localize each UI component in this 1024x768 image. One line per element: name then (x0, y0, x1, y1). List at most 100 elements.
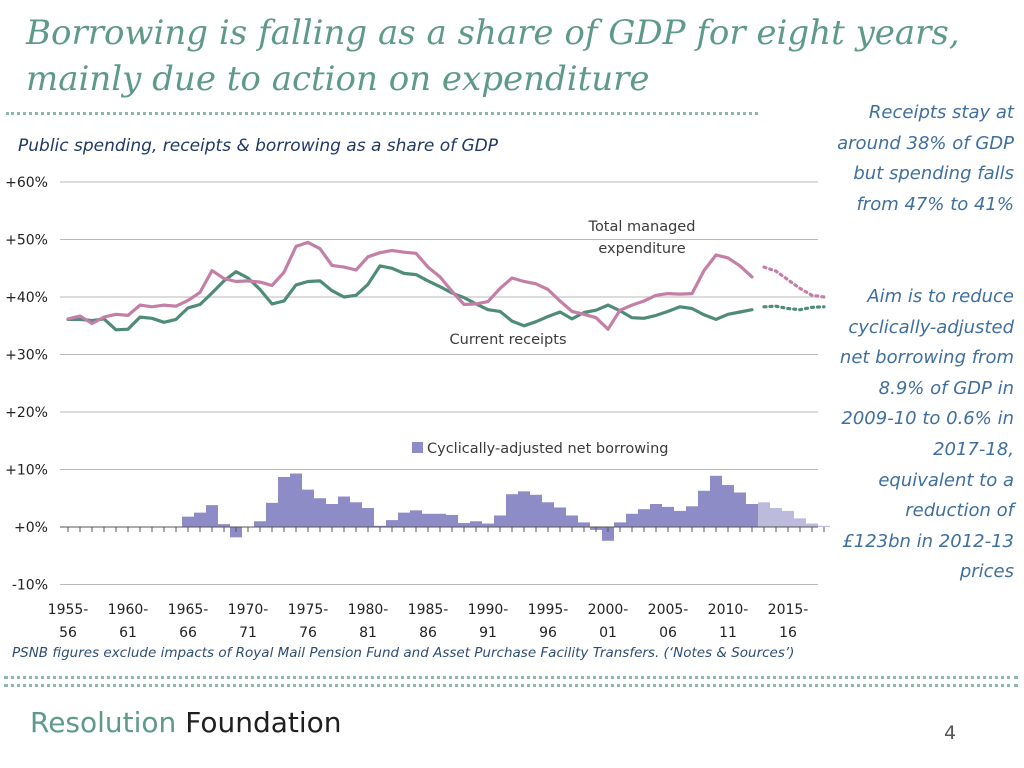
slide-title-line-2: mainly due to action on expenditure (26, 59, 650, 99)
x-tick-label-top: 1995- (528, 602, 569, 618)
receipts-label: Current receipts (450, 332, 567, 348)
borrowing-bar (602, 527, 614, 541)
x-tick-label-bottom: 16 (779, 625, 797, 641)
borrowing-bar (290, 473, 302, 527)
borrowing-bar (614, 522, 626, 527)
borrowing-bar (422, 513, 434, 527)
y-tick-label: +0% (14, 520, 48, 536)
slide-title: Borrowing is falling as a share of GDP f… (26, 10, 1006, 102)
borrowing-bar (434, 513, 446, 527)
receipts-projection-line (762, 304, 826, 312)
borrowing-bar (530, 494, 542, 527)
y-tick-label: -10% (12, 578, 48, 594)
borrowing-legend-swatch (412, 442, 423, 453)
borrowing-bar (650, 504, 662, 527)
x-tick-label-bottom: 76 (299, 625, 317, 641)
brand-name-part-2: Foundation (185, 706, 342, 739)
borrowing-bar (758, 502, 770, 527)
footer-divider-1 (4, 676, 1018, 679)
borrowing-bar (218, 524, 230, 527)
brand-name-part-1: Resolution (30, 706, 177, 739)
borrowing-bar (350, 502, 362, 527)
borrowing-bar (362, 508, 374, 527)
x-tick-label-top: 1970- (228, 602, 269, 618)
x-tick-label-bottom: 81 (359, 625, 377, 641)
x-tick-label-bottom: 66 (179, 625, 197, 641)
borrowing-bar (398, 512, 410, 527)
borrowing-bar (554, 507, 566, 527)
x-tick-label-top: 2000- (588, 602, 629, 618)
x-tick-label-top: 1975- (288, 602, 329, 618)
receipts-line (66, 264, 754, 332)
footer-divider-2 (4, 684, 1018, 687)
borrowing-bar (782, 510, 794, 527)
borrowing-bar (686, 506, 698, 527)
borrowing-bar (194, 512, 206, 527)
borrowing-bar (494, 515, 506, 527)
page-number: 4 (944, 722, 957, 744)
borrowing-bar (506, 494, 518, 527)
borrowing-bar (806, 523, 818, 527)
y-tick-label: +20% (5, 405, 48, 421)
x-tick-label-top: 1965- (168, 602, 209, 618)
x-tick-label-top: 1980- (348, 602, 389, 618)
borrowing-bar (770, 508, 782, 527)
borrowing-bar (482, 523, 494, 527)
borrowing-bar (566, 515, 578, 527)
x-tick-label-top: 1990- (468, 602, 509, 618)
borrowing-bars (182, 473, 830, 541)
borrowing-bar (458, 522, 470, 527)
x-tick-label-bottom: 61 (119, 625, 137, 641)
borrowing-bar (374, 525, 386, 527)
sidebar-note-borrowing: Aim is to reduce cyclically-adjusted net… (839, 286, 1014, 583)
y-tick-label: +30% (5, 348, 48, 364)
x-axis-labels: 1955- 56 1960- 61 1965- 66 1970- 71 1975- 76 1980-… (48, 602, 809, 641)
borrowing-bar (626, 513, 638, 527)
x-tick-label-bottom: 11 (719, 625, 737, 641)
borrowing-bar (326, 504, 338, 527)
x-tick-label-bottom: 96 (539, 625, 557, 641)
chart-title: Public spending, receipts & borrowing as… (18, 136, 499, 156)
footnote: PSNB figures exclude impacts of Royal Ma… (12, 645, 795, 661)
borrowing-bar (734, 492, 746, 527)
x-tick-label-bottom: 91 (479, 625, 497, 641)
brand-logo: Resolution Foundation (30, 706, 342, 739)
borrowing-bar (206, 505, 218, 527)
borrowing-bar (386, 520, 398, 527)
y-axis-ticks: +60% +50% +40% +30% +20% +10% +0% -10% (5, 175, 48, 594)
x-tick-label-bottom: 01 (599, 625, 617, 641)
borrowing-bar (818, 525, 830, 527)
borrowing-bar (338, 496, 350, 527)
gridlines (60, 181, 818, 585)
y-tick-label: +60% (5, 175, 48, 191)
borrowing-bar (410, 510, 422, 527)
series-lines (66, 240, 826, 332)
tme-projection-line (762, 265, 826, 299)
x-tick-label-bottom: 71 (239, 625, 257, 641)
slide-title-line-1: Borrowing is falling as a share of GDP f… (26, 13, 960, 53)
borrowing-bar (578, 522, 590, 527)
borrowing-bar (302, 489, 314, 527)
borrowing-bar (518, 491, 530, 527)
borrowing-bar (278, 476, 290, 527)
y-tick-label: +10% (5, 463, 48, 479)
borrowing-bar (314, 498, 326, 527)
borrowing-bar (266, 502, 278, 527)
x-tick-label-top: 1955- (48, 602, 89, 618)
borrowing-bar (446, 514, 458, 527)
borrowing-bar (470, 521, 482, 527)
x-tick-label-top: 2015- (768, 602, 809, 618)
x-tick-label-top: 1985- (408, 602, 449, 618)
tme-label-line-2: expenditure (598, 241, 685, 257)
borrowing-bar (746, 504, 758, 527)
borrowing-bar (182, 516, 194, 527)
title-divider (6, 112, 758, 115)
x-axis (60, 526, 825, 532)
tme-line (66, 240, 754, 331)
x-tick-label-top: 2010- (708, 602, 749, 618)
sidebar-note-spending: Receipts stay at around 38% of GDP but s… (837, 102, 1014, 215)
x-tick-label-bottom: 86 (419, 625, 437, 641)
borrowing-bar (698, 490, 710, 527)
borrowing-legend-label: Cyclically-adjusted net borrowing (427, 441, 668, 457)
